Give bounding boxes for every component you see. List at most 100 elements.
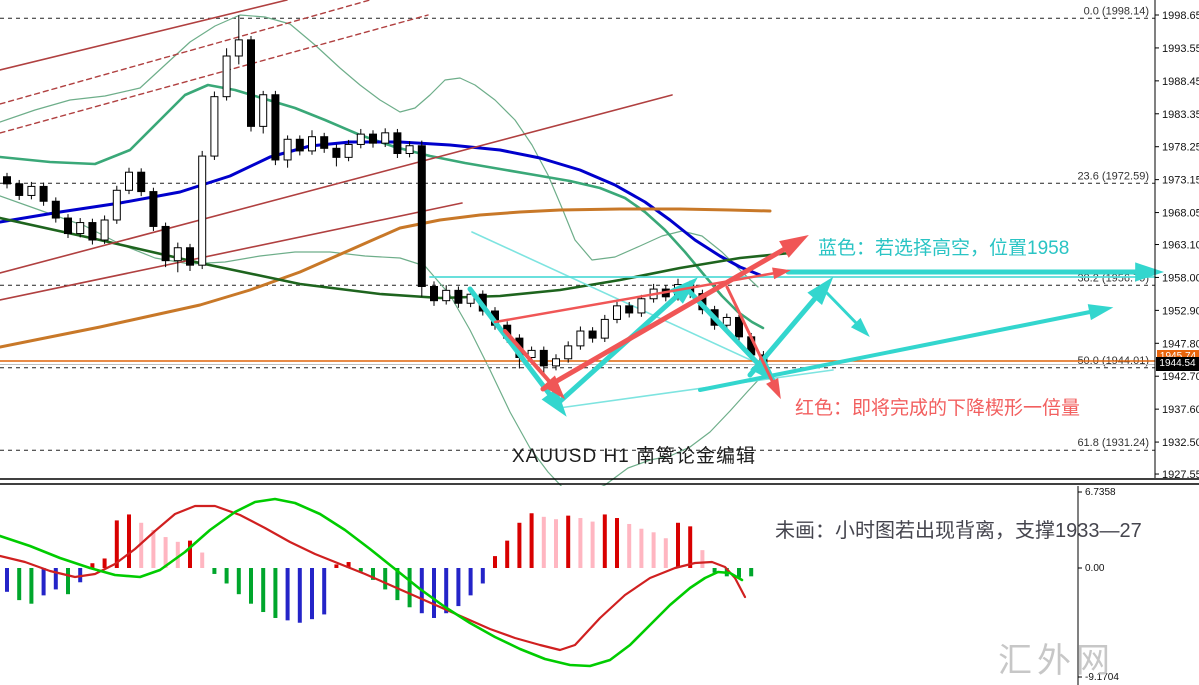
macd-bar (627, 523, 632, 568)
candle-body (588, 330, 597, 339)
macd-bar (29, 568, 34, 604)
candle-body (271, 94, 280, 161)
candle-body (722, 316, 731, 326)
candle-body (466, 293, 475, 304)
macd-bar (261, 568, 266, 613)
channel-lower (0, 94, 673, 274)
candle-body (442, 289, 451, 302)
candle-body (210, 96, 219, 157)
price-axis-label: 1952.90 (1162, 305, 1199, 317)
fib-label: 0.0 (1998.14) (1084, 5, 1149, 17)
ma-orange (0, 207, 772, 349)
candle-body (137, 171, 146, 193)
macd-bar (615, 518, 619, 568)
candle-body (564, 345, 573, 360)
candle-body (405, 145, 414, 154)
candle-body (64, 217, 72, 235)
site-watermark: 汇外网 (998, 642, 1115, 680)
macd-bar (236, 568, 241, 595)
macd-bar (53, 568, 58, 590)
macd-bar (493, 556, 497, 568)
price-axis-label: 1958.00 (1162, 272, 1199, 284)
price-axis-label: 1927.55 (1162, 469, 1199, 481)
macd-bar (700, 550, 705, 568)
candle-body (283, 138, 292, 161)
price-axis-label: 1937.60 (1162, 404, 1199, 416)
red-long-up-head (779, 234, 809, 258)
candle-body (222, 55, 231, 98)
candle-body (369, 133, 377, 144)
candle-body (381, 132, 390, 144)
macd-bar (663, 538, 668, 568)
candle-body (527, 349, 536, 358)
macd-bar (541, 516, 546, 568)
macd-bar (529, 513, 534, 568)
macd-canvas[interactable]: 6.7358 0.00 -9.1704 (0, 486, 1199, 685)
macd-bar (737, 568, 741, 578)
candle-body (76, 222, 85, 235)
candle-body (625, 305, 634, 314)
annotation-blue-short-at-1958: 蓝色：若选择高空，位置1958 (818, 238, 1070, 259)
macd-axis-label: -9.1704 (1085, 672, 1119, 683)
candle-body (125, 171, 133, 191)
candle-body (27, 185, 36, 196)
macd-bar (200, 552, 205, 568)
macd-bar (566, 515, 571, 568)
main-chart-canvas[interactable]: 0.0 (1998.14) 23.6 (1972.59) 38.2 (1956.79… (0, 0, 1199, 486)
candle-body (234, 39, 243, 57)
candle-body (161, 225, 170, 262)
candle-body (51, 200, 60, 219)
macd-bar (297, 568, 302, 623)
macd-bar (432, 568, 436, 618)
cyan-long-up (698, 308, 1102, 392)
candle-body (637, 298, 646, 314)
cyan-leg-down-1-head (541, 388, 567, 417)
macd-axis-label: 0.00 (1085, 563, 1105, 574)
red-long-up (540, 240, 798, 392)
candle-body (39, 185, 48, 202)
fib-label: 38.2 (1956.79) (1077, 272, 1149, 284)
price-axis-label: 1947.80 (1162, 338, 1199, 350)
red-wedge-top (493, 270, 783, 324)
candle-body (308, 136, 316, 152)
macd-bar (749, 568, 754, 577)
price-axis-label: 1932.50 (1162, 437, 1199, 449)
red-final-down (725, 285, 778, 391)
candle-body (173, 247, 182, 262)
cyan-leg-up-2-head (807, 276, 834, 305)
macd-bar (175, 541, 180, 568)
chart-title-watermark: XAUUSD H1 南篱论金编辑 (512, 446, 757, 467)
macd-bar (371, 568, 375, 580)
macd-bar (310, 568, 314, 620)
price-axis-label: 1963.10 (1162, 240, 1199, 252)
macd-bar (249, 568, 253, 604)
macd-bar (505, 540, 510, 568)
macd-bar (395, 568, 400, 601)
candle-body (100, 219, 109, 241)
bollinger-lower (0, 195, 763, 486)
macd-bar (578, 518, 583, 568)
candle-body (356, 133, 365, 145)
macd-bar (151, 529, 156, 568)
candle-body (332, 147, 341, 158)
macd-bar (651, 532, 656, 568)
price-axis-label: 1993.55 (1162, 43, 1199, 55)
annotation-support-1933-27: 未画：小时图若出现背离，支撑1933—27 (775, 520, 1142, 542)
red-leg-down (503, 329, 558, 391)
cyan-small-down-head (850, 317, 870, 338)
macd-bar (127, 514, 131, 568)
macd-bar (66, 568, 70, 595)
macd-bar (285, 568, 290, 621)
candle-body (247, 39, 255, 127)
macd-bar (456, 568, 461, 607)
price-axis-label: 1998.65 (1162, 10, 1199, 22)
current-price-badge: 1944.54 (1156, 357, 1199, 371)
red-leg-down-head (542, 375, 565, 400)
candle-body (198, 155, 207, 266)
macd-bar (212, 568, 217, 574)
macd-bar (676, 522, 680, 568)
macd-bar (188, 540, 192, 568)
red-wedge-top-head (772, 267, 791, 280)
red-final-down-head (766, 378, 781, 400)
candle-body (88, 222, 97, 241)
